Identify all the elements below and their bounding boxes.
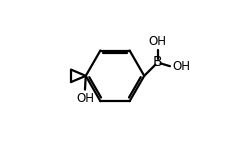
Text: OH: OH: [172, 60, 190, 73]
Text: B: B: [152, 55, 162, 69]
Text: OH: OH: [76, 92, 94, 105]
Text: OH: OH: [148, 35, 166, 48]
